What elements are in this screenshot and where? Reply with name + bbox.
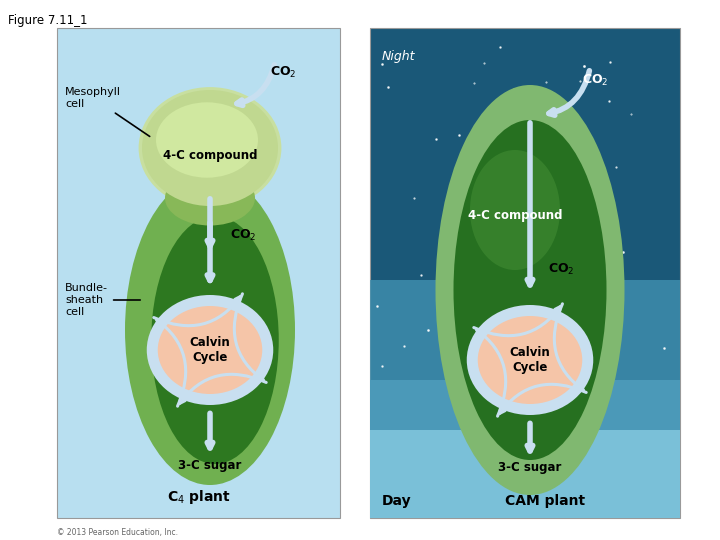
Ellipse shape (478, 316, 582, 404)
Text: 3-C sugar: 3-C sugar (179, 458, 242, 471)
Text: Bundle-
sheath
cell: Bundle- sheath cell (65, 284, 140, 316)
Text: C$_4$ plant: C$_4$ plant (166, 488, 230, 506)
Text: Night: Night (382, 50, 415, 63)
Text: CO$_2$: CO$_2$ (230, 227, 256, 242)
FancyBboxPatch shape (370, 380, 680, 518)
Text: CO$_2$: CO$_2$ (548, 262, 575, 277)
Text: CO$_2$: CO$_2$ (270, 64, 297, 79)
Ellipse shape (142, 90, 278, 206)
Ellipse shape (138, 87, 282, 209)
Ellipse shape (156, 102, 258, 178)
Text: 3-C sugar: 3-C sugar (498, 462, 562, 475)
FancyBboxPatch shape (57, 28, 340, 518)
Text: © 2013 Pearson Education, Inc.: © 2013 Pearson Education, Inc. (57, 528, 178, 537)
Text: Mesophyll
cell: Mesophyll cell (65, 87, 150, 137)
Text: Day: Day (382, 494, 412, 508)
Text: 4-C compound: 4-C compound (163, 150, 257, 163)
Ellipse shape (470, 150, 560, 270)
Text: CO$_2$: CO$_2$ (582, 72, 608, 87)
Ellipse shape (165, 171, 255, 226)
FancyBboxPatch shape (370, 28, 680, 518)
Text: Figure 7.11_1: Figure 7.11_1 (8, 14, 88, 27)
Ellipse shape (150, 99, 259, 186)
Ellipse shape (158, 306, 262, 394)
FancyBboxPatch shape (370, 280, 680, 430)
Text: Calvin
Cycle: Calvin Cycle (189, 336, 230, 364)
Ellipse shape (454, 120, 606, 460)
Text: CAM plant: CAM plant (505, 494, 585, 508)
Ellipse shape (151, 216, 279, 464)
Text: Calvin
Cycle: Calvin Cycle (510, 346, 550, 374)
Text: 4-C compound: 4-C compound (468, 208, 562, 221)
Ellipse shape (125, 175, 295, 485)
Ellipse shape (467, 305, 593, 415)
Ellipse shape (436, 85, 624, 495)
Ellipse shape (147, 295, 274, 405)
